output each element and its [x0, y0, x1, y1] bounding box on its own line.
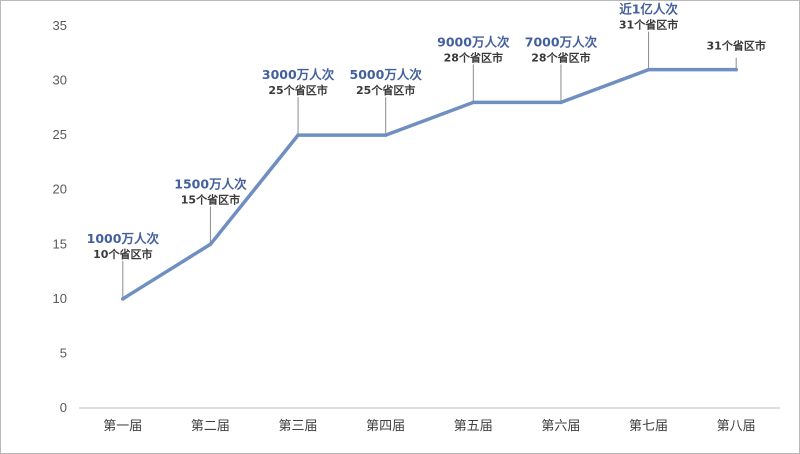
y-tick-label: 10	[53, 291, 67, 306]
annotation-provinces: 31个省区市	[707, 39, 766, 53]
x-category-label: 第七届	[629, 419, 668, 434]
y-tick-label: 25	[53, 127, 67, 142]
x-category-label: 第一届	[103, 419, 142, 434]
y-tick-label: 30	[53, 73, 67, 88]
annotation-visitors: 3000万人次	[262, 67, 335, 82]
annotation-visitors: 7000万人次	[525, 34, 598, 49]
annotation-provinces: 10个省区市	[93, 247, 152, 261]
annotation-provinces: 31个省区市	[619, 18, 678, 32]
annotation-visitors: 5000万人次	[350, 67, 423, 82]
x-category-label: 第六届	[541, 419, 580, 434]
data-point	[559, 100, 563, 105]
data-point	[208, 242, 213, 247]
annotation-visitors: 近1亿人次	[619, 2, 678, 17]
data-point	[471, 100, 476, 105]
y-tick-label: 0	[60, 400, 67, 415]
annotation-provinces: 15个省区市	[181, 192, 240, 206]
data-point	[734, 67, 738, 72]
annotation-provinces: 25个省区市	[268, 83, 327, 97]
x-category-label: 第四届	[366, 419, 405, 434]
x-category-label: 第八届	[717, 419, 756, 434]
x-category-label: 第三届	[279, 419, 318, 434]
data-point	[383, 133, 388, 137]
y-tick-label: 15	[53, 236, 67, 251]
data-point	[121, 297, 125, 301]
x-category-label: 第二届	[191, 419, 230, 434]
annotation-provinces: 25个省区市	[356, 83, 415, 97]
annotation-provinces: 28个省区市	[531, 50, 590, 64]
y-tick-label: 5	[60, 345, 67, 360]
x-category-label: 第五届	[454, 419, 493, 434]
series-line	[121, 67, 738, 301]
annotation-visitors: 1000万人次	[87, 231, 160, 246]
data-point	[646, 67, 651, 72]
annotation-provinces: 28个省区市	[444, 50, 503, 64]
annotation-visitors: 1500万人次	[174, 176, 247, 191]
y-tick-label: 20	[53, 182, 67, 197]
annotation-visitors: 9000万人次	[437, 34, 510, 49]
y-tick-label: 35	[53, 18, 67, 33]
data-point	[296, 133, 300, 137]
